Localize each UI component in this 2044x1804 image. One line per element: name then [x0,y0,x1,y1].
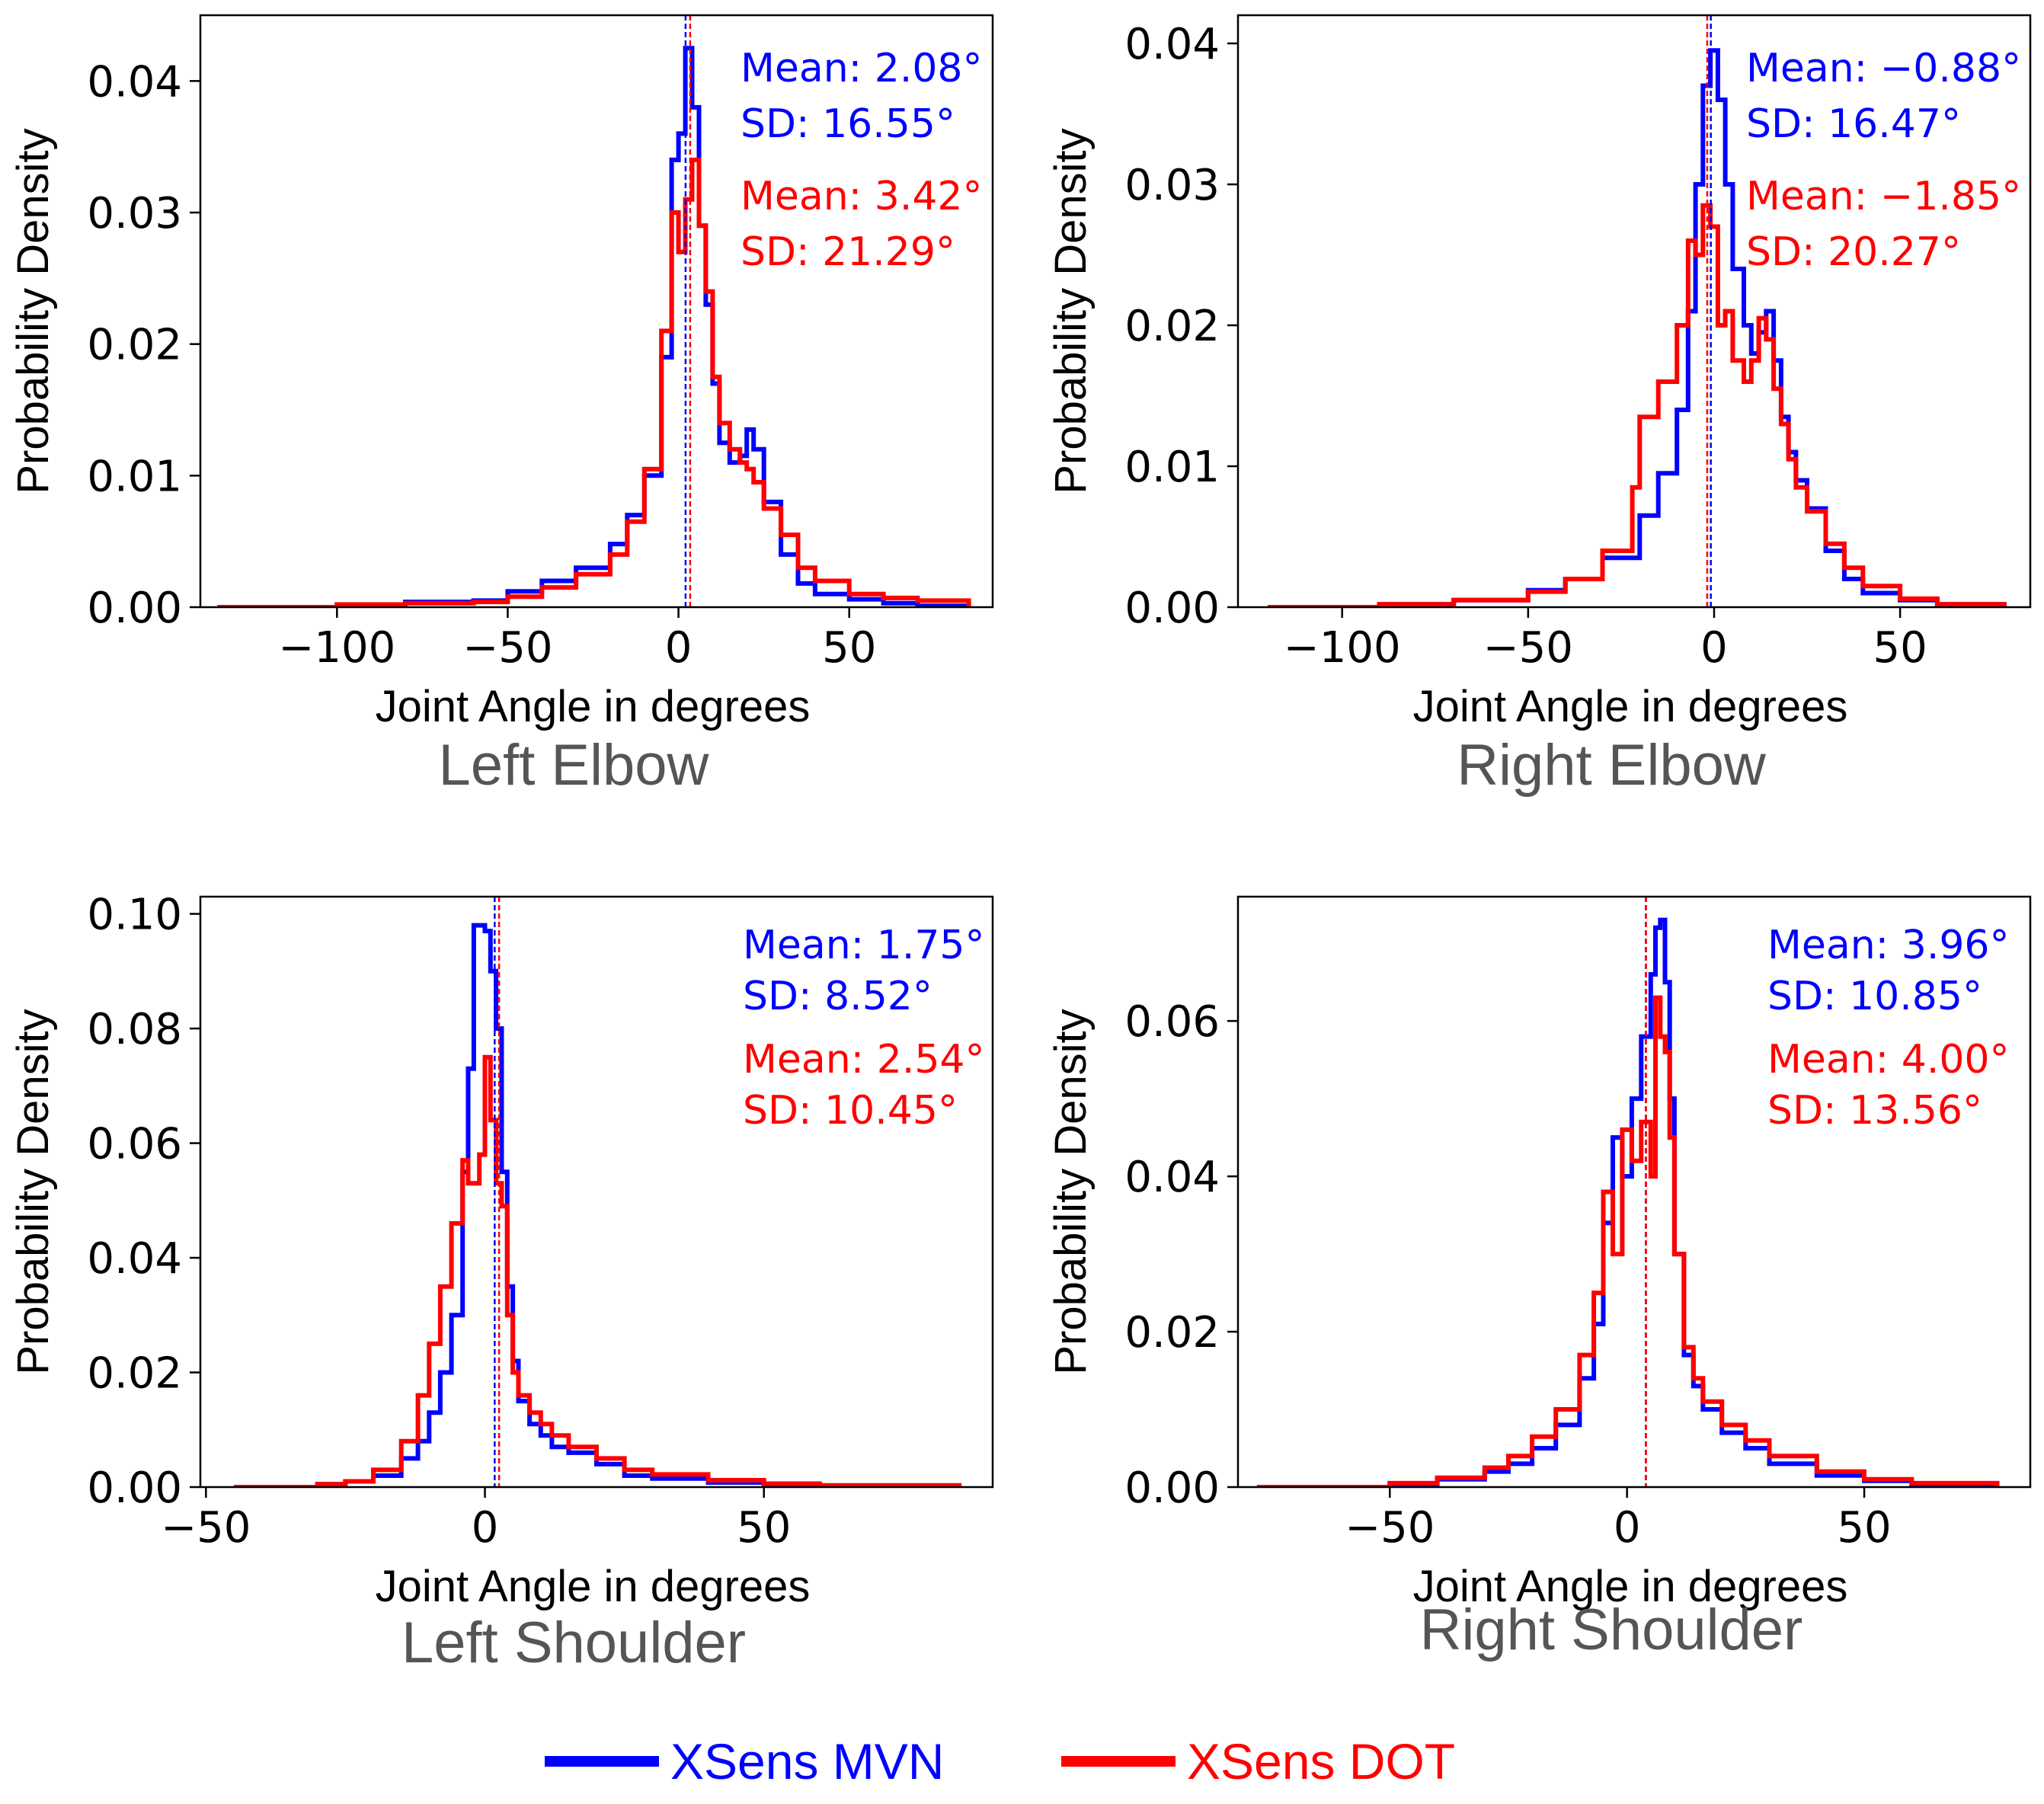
plot-area [1268,15,2007,607]
y-tick-label: 0.00 [87,584,182,633]
y-tick-label: 0.01 [1124,443,1220,492]
mvn-mean-label: Mean: 3.96° [1767,923,2010,968]
dot-sd-label: SD: 21.29° [741,229,955,275]
dot-mean-label: Mean: −1.85° [1746,174,2021,219]
mvn-mean-label: Mean: −0.88° [1746,46,2021,91]
y-tick-label: 0.00 [1124,584,1220,633]
axes-frame [199,895,994,1489]
axes-frame [1236,895,2032,1489]
plot-area [1256,897,2000,1487]
plot-area [217,15,971,607]
x-tick-label: 0 [1614,1503,1641,1553]
y-tick-label: 0.02 [87,1349,182,1399]
x-tick-label: −100 [1284,623,1401,673]
panel-title: Left Shoulder [401,1610,746,1675]
y-tick-label: 0.02 [1124,1308,1220,1358]
y-tick-label: 0.08 [87,1005,182,1054]
y-axis-label: Probability Density [1046,1009,1096,1374]
y-tick-label: 0.06 [87,1120,182,1169]
x-tick-label: −50 [1483,623,1573,673]
x-axis-label: Joint Angle in degrees [376,682,811,731]
mvn-mean-label: Mean: 2.08° [741,46,983,91]
y-tick-label: 0.06 [1124,997,1220,1047]
x-axis-label: Joint Angle in degrees [376,1562,811,1611]
histogram-dot [1268,203,2007,607]
legend-label-mvn: XSens MVN [670,1733,944,1790]
x-tick-label: 50 [1873,623,1927,673]
mvn-mean-label: Mean: 1.75° [743,923,985,968]
x-tick-label: −50 [161,1503,251,1553]
y-tick-label: 0.10 [87,891,182,940]
x-tick-label: −50 [1345,1503,1435,1553]
mvn-sd-label: SD: 16.47° [1746,101,1961,147]
x-tick-label: −50 [462,623,552,673]
y-tick-label: 0.04 [1124,1153,1220,1202]
dot-sd-label: SD: 13.56° [1767,1088,1982,1134]
histogram-mvn [233,923,962,1487]
dot-mean-label: Mean: 3.42° [741,174,983,219]
x-tick-label: 50 [822,623,876,673]
histogram-dot [217,157,971,607]
panel-right-shoulder: −50 0 50 0.00 0.02 0.04 0.06 Joint Angle in deg… [1046,895,2032,1662]
y-tick-label: 0.00 [87,1463,182,1513]
x-axis-label: Joint Angle in degrees [1413,1562,1848,1611]
mvn-sd-label: SD: 10.85° [1767,974,1982,1019]
y-axis-label: Probability Density [1046,128,1096,494]
y-tick-label: 0.02 [1124,302,1220,351]
x-tick-label: 50 [1837,1503,1891,1553]
y-axis-label: Probability Density [8,1009,58,1374]
panel-left-elbow: −100 −50 0 50 0.00 0.01 0.02 0.03 0.04 Joint Angl… [8,14,994,798]
axes-frame [1236,14,2032,609]
y-tick-label: 0.03 [1124,161,1220,210]
axes-frame [199,14,994,609]
y-tick-label: 0.01 [87,452,182,501]
dot-mean-label: Mean: 4.00° [1767,1037,2010,1083]
y-tick-label: 0.02 [87,321,182,370]
x-tick-label: 50 [737,1503,791,1553]
x-tick-label: −100 [278,623,395,673]
x-axis-label: Joint Angle in degrees [1413,682,1848,731]
panel-left-shoulder: −50 0 50 0.00 0.02 0.04 0.06 0.08 0.10 Joint Angl… [8,891,994,1675]
plot-area [233,897,962,1487]
y-axis-label: Probability Density [8,128,58,494]
y-tick-label: 0.03 [87,189,182,238]
dot-sd-label: SD: 10.45° [743,1088,958,1134]
x-tick-label: 0 [472,1503,499,1553]
panel-title: Right Shoulder [1420,1598,1803,1662]
y-tick-label: 0.04 [87,57,182,107]
panel-title: Right Elbow [1457,733,1767,798]
x-tick-label: 0 [665,623,693,673]
y-tick-label: 0.04 [87,1234,182,1284]
panel-title: Left Elbow [439,733,710,798]
mvn-sd-label: SD: 8.52° [743,974,932,1019]
legend-label-dot: XSens DOT [1187,1733,1455,1790]
histogram-dot [1256,995,2000,1487]
x-tick-label: 0 [1700,623,1728,673]
panel-right-elbow: −100 −50 0 50 0.00 0.01 0.02 0.03 0.04 Joint Angl… [1046,14,2032,798]
legend: XSens MVN XSens DOT [545,1733,1455,1790]
mvn-sd-label: SD: 16.55° [741,101,955,147]
y-tick-label: 0.00 [1124,1463,1220,1513]
dot-sd-label: SD: 20.27° [1746,229,1961,275]
y-tick-label: 0.04 [1124,20,1220,69]
dot-mean-label: Mean: 2.54° [743,1037,985,1083]
